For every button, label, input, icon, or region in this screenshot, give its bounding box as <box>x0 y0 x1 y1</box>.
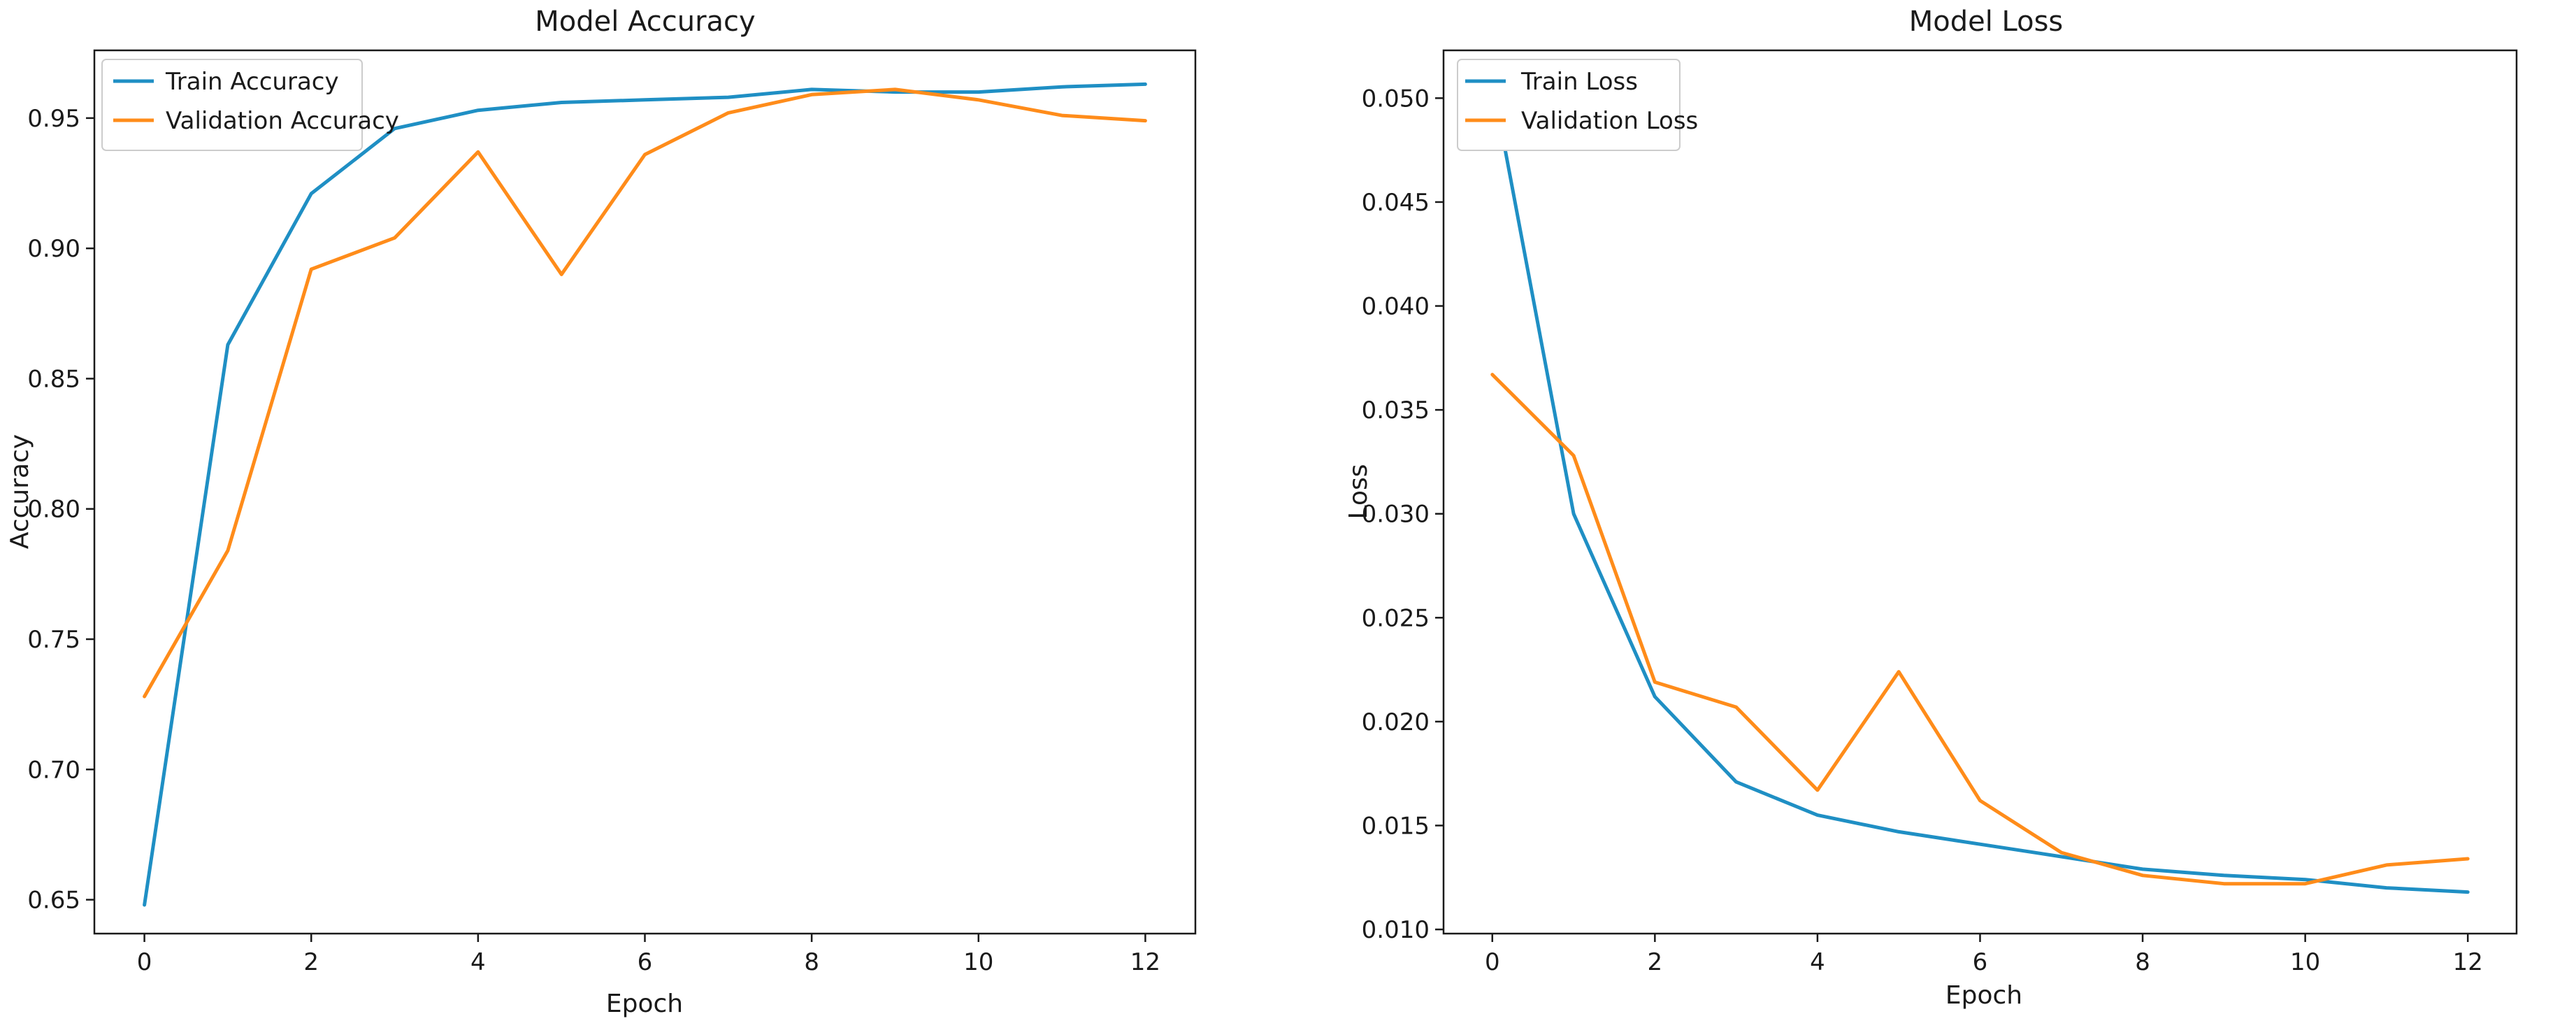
accuracy-legend-box <box>101 59 363 151</box>
accuracy-x-tick-label: 12 <box>1130 948 1160 976</box>
loss-y-axis-label: Loss <box>1344 464 1373 520</box>
accuracy-x-tick-label: 8 <box>804 948 819 976</box>
accuracy-x-tick-label: 6 <box>638 948 653 976</box>
accuracy-x-tick-label: 2 <box>303 948 319 976</box>
accuracy-y-ticks: 0.65 0.70 0.75 0.80 0.85 0.90 0.95 <box>27 105 94 915</box>
accuracy-legend-validation-label: Validation Accuracy <box>166 107 399 135</box>
accuracy-x-tick-label: 4 <box>470 948 486 976</box>
loss-y-tick-label: 0.025 <box>1362 604 1430 632</box>
accuracy-x-tick-label: 10 <box>963 948 993 976</box>
accuracy-y-tick-label: 0.65 <box>27 887 80 915</box>
accuracy-legend-train-label: Train Accuracy <box>165 68 339 96</box>
loss-y-tick-label: 0.020 <box>1362 708 1430 736</box>
accuracy-x-axis-label: Epoch <box>606 990 683 1018</box>
loss-x-tick-label: 8 <box>2135 948 2150 976</box>
loss-x-tick-label: 6 <box>1973 948 1988 976</box>
accuracy-x-tick-label: 0 <box>137 948 152 976</box>
loss-chart: Model Loss 0.010 0.015 0.020 0.025 0.030 0.03… <box>1344 6 2518 1010</box>
accuracy-y-tick-label: 0.90 <box>27 235 80 263</box>
loss-y-tick-label: 0.040 <box>1362 293 1430 321</box>
loss-legend-train-label: Train Loss <box>1520 68 1638 96</box>
accuracy-y-axis-label: Accuracy <box>6 434 34 549</box>
accuracy-plot-area <box>93 49 1197 935</box>
loss-y-tick-label: 0.015 <box>1362 812 1430 840</box>
loss-x-tick-label: 0 <box>1485 948 1500 976</box>
accuracy-y-tick-label: 0.75 <box>27 626 80 654</box>
loss-chart-title: Model Loss <box>1909 6 2064 38</box>
loss-x-tick-label: 4 <box>1810 948 1825 976</box>
accuracy-y-tick-label: 0.85 <box>27 365 80 393</box>
loss-train-loss-line <box>1490 80 2470 894</box>
accuracy-validation-accuracy-line <box>143 87 1147 699</box>
loss-validation-loss-line <box>1490 373 2470 886</box>
accuracy-chart: Model Accuracy 0.650.700.750.800.850.900… <box>6 6 1197 1018</box>
loss-legend-box <box>1457 59 1681 151</box>
loss-plot-area <box>1442 49 2518 935</box>
accuracy-series-lines <box>143 82 1147 907</box>
accuracy-y-tick-label: 0.80 <box>27 496 80 524</box>
accuracy-y-tick-label: 0.70 <box>27 756 80 784</box>
loss-x-axis-label: Epoch <box>1945 981 2022 1010</box>
loss-y-ticks: 0.010 0.015 0.020 0.025 0.030 0.035 0.040 0.045… <box>1362 85 1444 944</box>
loss-series-lines <box>1490 80 2470 894</box>
loss-y-tick-label: 0.035 <box>1362 397 1430 424</box>
loss-x-tick-label: 2 <box>1648 948 1663 976</box>
accuracy-chart-title: Model Accuracy <box>535 6 755 38</box>
accuracy-y-tick-label: 0.95 <box>27 105 80 133</box>
loss-y-tick-label: 0.050 <box>1362 85 1430 113</box>
loss-x-ticks: 0 2 4 6 8 10 12 <box>1485 934 2483 976</box>
accuracy-legend: Train Accuracy Validation Accuracy <box>101 59 399 151</box>
accuracy-x-ticks: 0 2 4 6 8 10 12 <box>137 934 1160 976</box>
loss-x-tick-label: 10 <box>2290 948 2320 976</box>
loss-legend-validation-label: Validation Loss <box>1521 107 1698 135</box>
loss-y-tick-label: 0.045 <box>1362 189 1430 217</box>
loss-x-tick-label: 12 <box>2453 948 2483 976</box>
loss-y-tick-label: 0.030 <box>1362 501 1430 529</box>
accuracy-train-accuracy-line <box>143 82 1147 907</box>
loss-y-tick-label: 0.010 <box>1362 916 1430 944</box>
loss-legend: Train Loss Validation Loss <box>1457 59 1698 151</box>
